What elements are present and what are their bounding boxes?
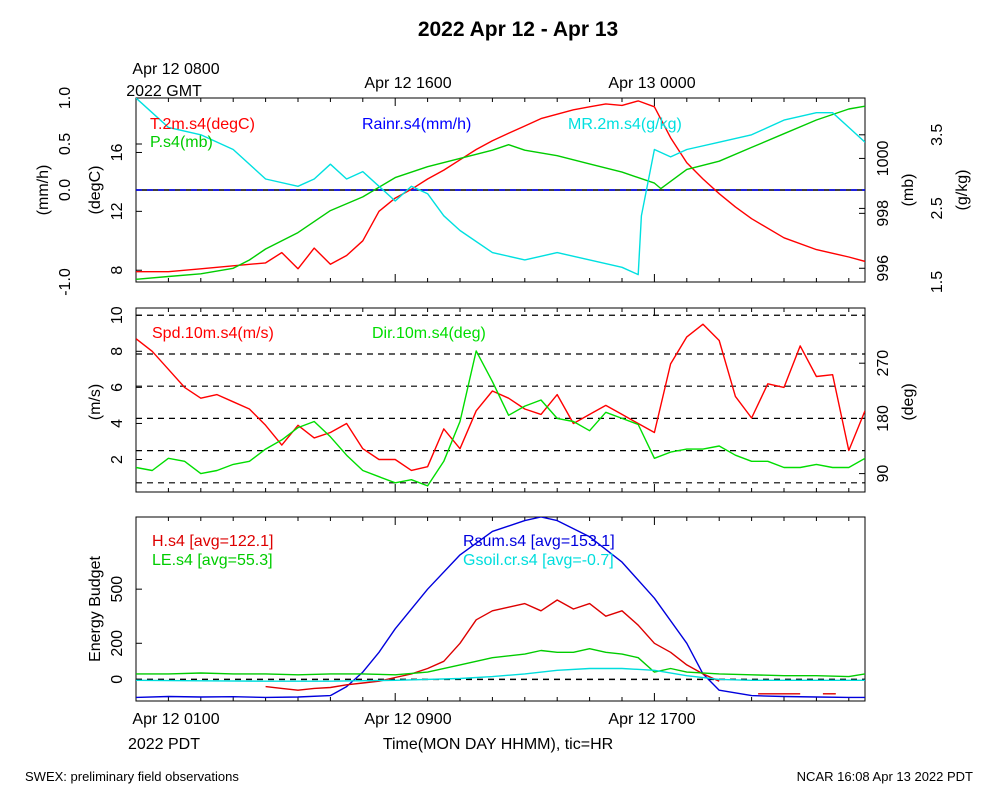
spd-tick-label: 6 bbox=[109, 383, 126, 392]
axis-label-pressure: (mb) bbox=[900, 174, 917, 207]
top-axis-first-tick-zone: 2022 GMT bbox=[126, 83, 202, 100]
legend-net-radiation: Rsum.s4 [avg=153.1] bbox=[463, 533, 615, 550]
series-line-h bbox=[265, 599, 720, 691]
panel-energy: 0 200 500 H.s4 [avg=122.1] LE.s4 [avg=55.3… bbox=[87, 516, 866, 702]
press-tick-label: 1000 bbox=[875, 141, 892, 177]
energy-tick-label: 200 bbox=[109, 630, 126, 657]
rain-tick-label: 0.5 bbox=[57, 133, 74, 155]
axis-label-wind-direction: (deg) bbox=[900, 383, 917, 420]
legend-temperature: T.2m.s4(degC) bbox=[150, 116, 255, 133]
panel-wind-frame bbox=[135, 307, 866, 493]
energy-tick-label: 500 bbox=[109, 576, 126, 603]
series-line-le bbox=[136, 648, 865, 678]
temp-tick-label: 8 bbox=[109, 266, 126, 275]
chart-title: 2022 Apr 12 - Apr 13 bbox=[418, 18, 618, 41]
series-line-gsoil bbox=[136, 667, 865, 682]
panel-wind: 2 4 6 8 10 90 180 270 Spd.10m.s4(m/s) Dir.10m.s… bbox=[87, 306, 917, 493]
press-tick-label: 998 bbox=[875, 200, 892, 227]
axis-label-mixing-ratio: (g/kg) bbox=[954, 170, 971, 211]
legend-wind-speed: Spd.10m.s4(m/s) bbox=[152, 325, 274, 342]
spd-tick-label: 8 bbox=[109, 347, 126, 356]
top-axis-first-tick: Apr 12 0800 bbox=[132, 61, 219, 78]
legend-rain-rate: Rainr.s4(mm/h) bbox=[362, 116, 471, 133]
series-line-rsum bbox=[136, 517, 865, 699]
series-line-dir bbox=[136, 350, 865, 487]
energy-tick-label: 0 bbox=[109, 675, 126, 684]
axis-label-temp: (degC) bbox=[87, 166, 104, 215]
spd-tick-label: 2 bbox=[109, 455, 126, 464]
bottom-axis-first-tick-zone: 2022 PDT bbox=[128, 736, 200, 753]
top-axis-tick-2: Apr 13 0000 bbox=[608, 75, 695, 92]
dir-tick-label: 90 bbox=[875, 465, 892, 483]
spd-tick-label: 4 bbox=[109, 419, 126, 428]
panel-meteorology: -1.0 0.0 0.5 1.0 8 12 16 996 998 1000 1.5 2.5 3.5 T.… bbox=[35, 87, 971, 296]
mr-tick-label: 1.5 bbox=[929, 271, 946, 293]
legend-wind-direction: Dir.10m.s4(deg) bbox=[372, 325, 486, 342]
legend-mixing-ratio: MR.2m.s4(g/kg) bbox=[568, 116, 682, 133]
series-line-temp bbox=[136, 100, 865, 273]
mr-tick-label: 3.5 bbox=[929, 124, 946, 146]
bottom-axis-tick-2: Apr 12 1700 bbox=[608, 711, 695, 728]
footer-right: NCAR 16:08 Apr 13 2022 PDT bbox=[797, 769, 973, 784]
axis-label-rain: (mm/h) bbox=[35, 165, 52, 216]
axis-label-wind-speed: (m/s) bbox=[87, 384, 104, 420]
axis-label-energy: Energy Budget bbox=[87, 556, 104, 662]
rain-tick-label: 0.0 bbox=[57, 179, 74, 201]
legend-soil-heat: Gsoil.cr.s4 [avg=-0.7] bbox=[463, 552, 614, 569]
series-line-mr bbox=[136, 98, 865, 276]
legend-sensible-heat: H.s4 [avg=122.1] bbox=[152, 533, 273, 550]
top-axis-tick-1: Apr 12 1600 bbox=[364, 75, 451, 92]
dir-tick-label: 180 bbox=[875, 405, 892, 432]
bottom-axis-first-tick: Apr 12 0100 bbox=[132, 711, 219, 728]
rain-tick-label: -1.0 bbox=[57, 268, 74, 296]
mr-tick-label: 2.5 bbox=[929, 197, 946, 219]
footer-left: SWEX: preliminary field observations bbox=[25, 769, 239, 784]
legend-latent-heat: LE.s4 [avg=55.3] bbox=[152, 552, 273, 569]
press-tick-label: 996 bbox=[875, 255, 892, 282]
temp-tick-label: 12 bbox=[109, 202, 126, 220]
series-line-press bbox=[136, 105, 865, 280]
bottom-axis-tick-1: Apr 12 0900 bbox=[364, 711, 451, 728]
rain-tick-label: 1.0 bbox=[57, 87, 74, 109]
temp-tick-label: 16 bbox=[109, 143, 126, 161]
series-line-spd bbox=[136, 323, 865, 472]
dir-tick-label: 270 bbox=[875, 350, 892, 377]
bottom-axis-label: Time(MON DAY HHMM), tic=HR bbox=[383, 736, 613, 753]
panel-energy-frame bbox=[135, 516, 866, 702]
legend-pressure: P.s4(mb) bbox=[150, 134, 213, 151]
spd-tick-label: 10 bbox=[109, 306, 126, 324]
